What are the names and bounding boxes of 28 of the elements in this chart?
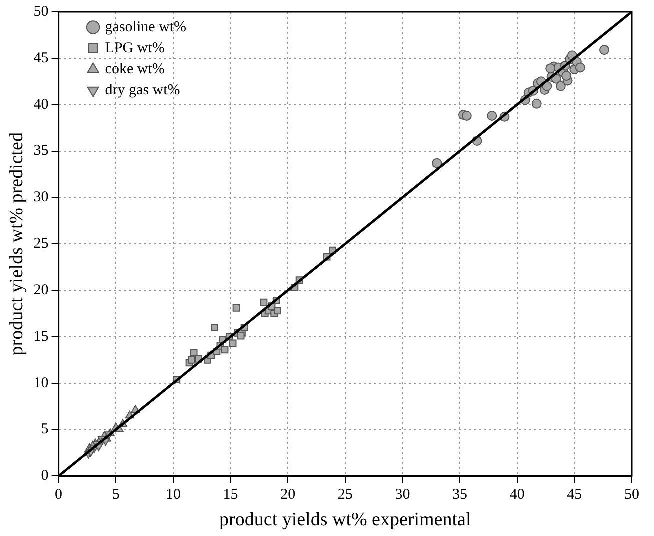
y-tick-label: 5 (41, 422, 49, 438)
y-tick-label: 45 (34, 50, 49, 66)
y-tick-label: 30 (34, 190, 49, 206)
x-tick-label: 25 (338, 487, 353, 504)
y-tick-label: 10 (34, 375, 49, 392)
y-tick-label: 0 (41, 468, 49, 484)
y-tick-label: 50 (34, 4, 49, 20)
y-tick-label: 40 (34, 96, 49, 113)
y-tick-label: 20 (34, 282, 49, 298)
x-tick-label: 5 (112, 487, 120, 504)
x-axis-title: product yields wt% experimental (220, 510, 472, 531)
x-tick-label: 15 (223, 487, 238, 504)
x-tick-label: 30 (395, 487, 410, 504)
y-axis-title: product yields wt% predicted (6, 132, 28, 356)
x-tick-label: 40 (510, 487, 525, 504)
legend-label: coke wt% (105, 61, 165, 78)
legend-label: dry gas wt% (105, 82, 180, 98)
x-tick-label: 0 (55, 487, 63, 504)
x-tick-label: 10 (166, 487, 181, 504)
x-tick-label: 45 (567, 487, 582, 504)
legend-label: gasoline wt% (105, 19, 187, 36)
y-tick-label: 25 (34, 236, 49, 252)
y-tick-label: 35 (34, 143, 49, 160)
x-tick-label: 50 (624, 487, 640, 504)
x-tick-label: 35 (452, 487, 468, 504)
y-tick-label: 15 (34, 328, 49, 345)
legend-label: LPG wt% (105, 40, 165, 56)
x-tick-label: 20 (280, 487, 296, 504)
